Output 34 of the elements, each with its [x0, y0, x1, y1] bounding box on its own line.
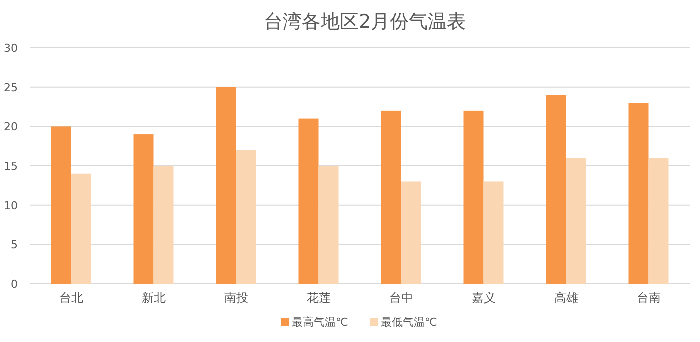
- bar: [71, 174, 92, 284]
- x-tick-label: 台中: [389, 291, 414, 305]
- bar: [628, 103, 649, 284]
- y-tick-label: 5: [11, 238, 18, 252]
- x-tick-label: 花莲: [306, 291, 331, 305]
- bar: [464, 110, 484, 284]
- legend-label: 最高气温℃: [292, 316, 348, 329]
- y-tick-label: 30: [4, 42, 18, 55]
- bar: [484, 182, 504, 284]
- bar: [546, 95, 566, 284]
- bar: [648, 158, 669, 284]
- bar: [51, 126, 72, 284]
- bar: [216, 87, 236, 284]
- bar: [298, 118, 319, 284]
- x-tick-label: 高雄: [554, 291, 578, 305]
- legend-label: 最低气温℃: [381, 316, 438, 329]
- bar: [154, 166, 174, 284]
- x-tick-label: 南投: [224, 291, 248, 305]
- bar: [401, 182, 422, 284]
- x-tick-label: 台南: [636, 291, 661, 305]
- x-tick-label: 新北: [142, 291, 166, 305]
- chart-title: 台湾各地区2月份气温表: [264, 11, 466, 33]
- bar: [318, 166, 339, 284]
- y-tick-label: 10: [4, 199, 18, 212]
- y-tick-label: 20: [4, 120, 18, 134]
- bar: [134, 134, 154, 284]
- y-tick-label: 0: [11, 278, 18, 291]
- x-tick-label: 台北: [59, 291, 84, 305]
- y-tick-label: 25: [4, 81, 18, 94]
- bar: [566, 158, 586, 284]
- y-tick-label: 15: [4, 160, 18, 173]
- bar: [381, 110, 402, 284]
- bar: [236, 150, 256, 284]
- x-tick-label: 嘉义: [472, 291, 496, 305]
